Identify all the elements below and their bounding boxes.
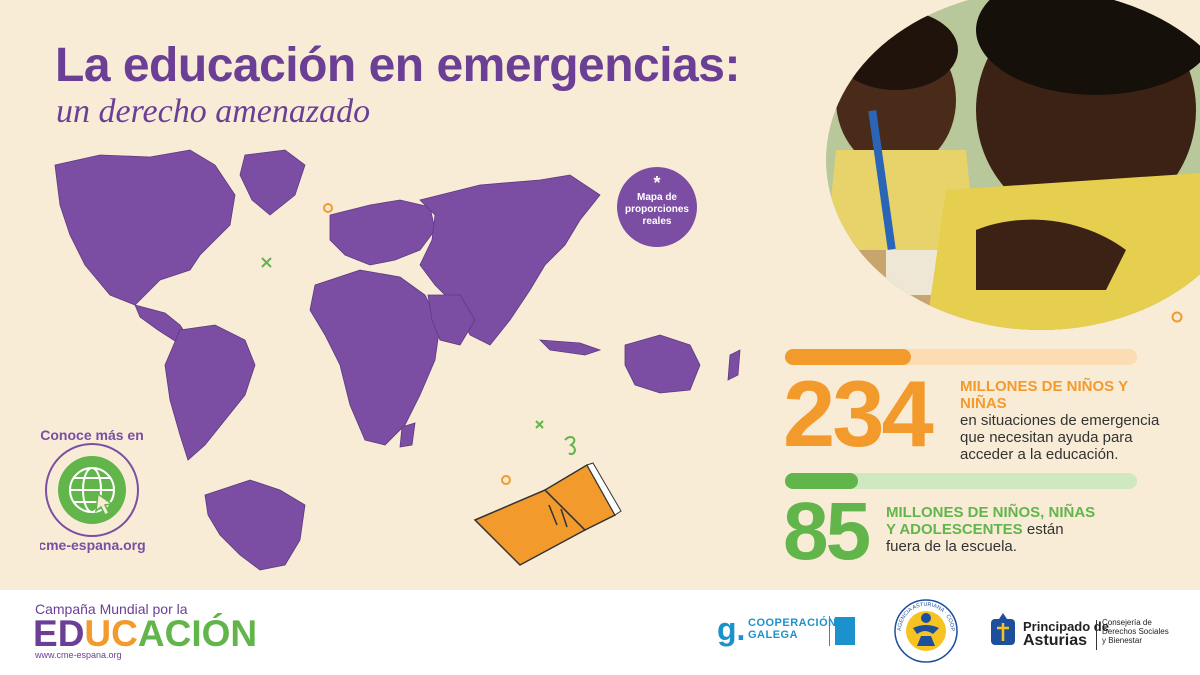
- galega-line1: COOPERACIÓN: [748, 617, 837, 629]
- asturias-logo-text: Principado de Asturias: [1023, 619, 1109, 649]
- cross-mark: [535, 420, 544, 429]
- new-zealand-shape: [727, 349, 741, 381]
- europe-shape: [329, 199, 436, 266]
- stat-body-1: en situaciones de emergencia que necesit…: [960, 412, 1160, 463]
- logo-letter: N: [230, 613, 258, 654]
- asturias-dept-line3: y Bienestar: [1102, 636, 1143, 645]
- stat-progress-fill-2: [785, 473, 858, 489]
- greenland-shape: [239, 149, 306, 216]
- stat-description-1: MILLONES DE NIÑOS Y NIÑAS en situaciones…: [960, 378, 1160, 463]
- page-title: La educación en emergencias:: [55, 39, 740, 92]
- asterisk-icon: *: [653, 173, 661, 193]
- students-photo: [826, 0, 1200, 330]
- stat-body-2: están fuera de la escuela.: [886, 521, 1064, 555]
- cta-bottom-text: cme-espana.org: [40, 537, 146, 553]
- galega-line2: GALEGA: [748, 629, 799, 641]
- stat-progress-bar-2: [785, 473, 1137, 489]
- stat-progress-fill-1: [785, 349, 911, 365]
- stat-highlight-2: MILLONES DE NIÑOS, NIÑAS Y ADOLESCENTES: [886, 504, 1096, 538]
- ring-mark: [323, 203, 333, 213]
- asturias-department: Consejería de Derechos Sociales y Bienes…: [1102, 618, 1169, 645]
- madagascar-shape: [399, 422, 416, 448]
- africa-shape: [309, 269, 441, 446]
- stat-highlight-1: MILLONES DE NIÑOS Y NIÑAS: [960, 378, 1128, 412]
- cta-top-text: Conoce más en: [40, 427, 143, 443]
- campaign-name: Campaña Mundial por la: [35, 601, 188, 617]
- badge-label: Mapa de proporciones reales: [625, 192, 689, 227]
- asturias-crest-icon: [991, 613, 1015, 645]
- logo-letter: D: [57, 613, 85, 654]
- logo-letter: E: [33, 613, 58, 654]
- page-subtitle: un derecho amenazado: [56, 93, 371, 130]
- logo-letter: A: [137, 613, 165, 654]
- north-america-shape: [54, 149, 236, 306]
- stat-number-2: 85: [783, 486, 871, 577]
- antarctica-shape: [204, 479, 306, 571]
- logo-letter: C: [164, 613, 192, 654]
- logo-letter: C: [111, 613, 138, 654]
- educacion-logo: EDUCACIÓN: [33, 613, 257, 655]
- asturias-dept-line1: Consejería de: [1102, 618, 1152, 627]
- asturias-line2: Asturias: [1023, 632, 1088, 649]
- main-panel: La educación en emergencias: un derecho …: [0, 0, 1200, 590]
- galega-divider: [829, 616, 830, 646]
- logo-letter: I: [191, 613, 202, 654]
- ring-mark: [501, 475, 511, 485]
- ring-mark: [1171, 311, 1183, 323]
- stat-number-1: 234: [783, 361, 934, 466]
- cta-link: Conoce más en cme-espana.org: [40, 427, 146, 553]
- asturias-divider: [1096, 620, 1097, 650]
- asturias-dept-line2: Derechos Sociales: [1102, 627, 1169, 636]
- website-link[interactable]: www.cme-espana.org: [35, 650, 122, 660]
- galicia-flag-icon: [835, 617, 855, 645]
- galega-logo-icon: g.: [717, 611, 746, 647]
- australia-shape: [624, 334, 701, 394]
- agencia-asturiana-logo: AGENCIA ASTURIANA · COOPERACIÓN AL DESAR…: [893, 598, 958, 663]
- indonesia-shape: [538, 339, 602, 356]
- logo-letter: U: [84, 613, 112, 654]
- cross-mark: [261, 257, 272, 268]
- logo-letter: Ó: [201, 613, 231, 654]
- south-america-shape: [164, 324, 256, 461]
- stat-progress-bar-1: [785, 349, 1137, 365]
- asia-shape: [419, 174, 601, 346]
- asturias-line1: Principado de: [1023, 619, 1109, 634]
- book-illustration: [473, 436, 622, 566]
- galega-logo-text: COOPERACIÓN GALEGA: [748, 617, 837, 641]
- arabia-shape: [427, 294, 476, 346]
- cursor-icon: [95, 492, 114, 517]
- world-map: Conoce más en cme-espana.org: [40, 149, 741, 571]
- stat-description-2: MILLONES DE NIÑOS, NIÑAS Y ADOLESCENTES …: [886, 504, 1096, 555]
- real-proportions-badge: * Mapa de proporciones reales: [617, 167, 697, 247]
